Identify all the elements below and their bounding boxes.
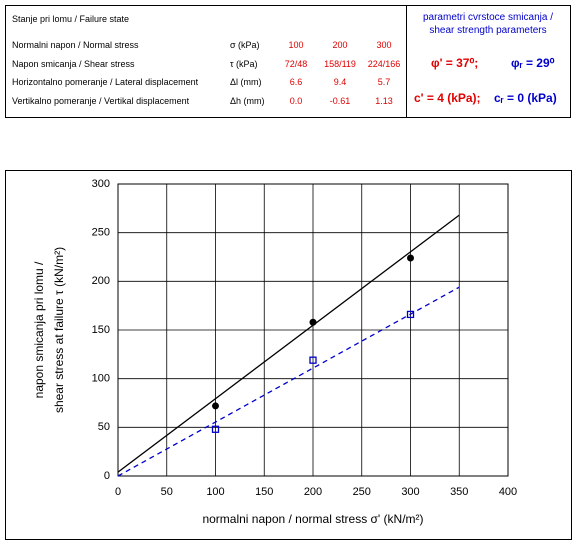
x-tick-label: 200 — [304, 486, 322, 498]
row-value: 1.13 — [375, 95, 393, 106]
row-label: Horizontalno pomeranje / Lateral displac… — [12, 77, 199, 87]
c-peak: c' = 4 (kPa); — [414, 91, 481, 105]
row-label: Normalni napon / Normal stress — [12, 40, 139, 50]
point — [407, 254, 414, 262]
row-value: 224/166 — [367, 58, 401, 69]
row-value: 9.4 — [333, 77, 347, 87]
point — [309, 318, 317, 326]
row-value: 6.6 — [289, 77, 303, 87]
x-tick-label: 150 — [255, 486, 273, 498]
phi-res: φᵣ = 29⁰ — [511, 56, 555, 70]
phi-peak: φ' = 37⁰; — [431, 56, 479, 70]
y-axis-label: napon smicanja pri lomu / — [32, 261, 46, 398]
chart-frame — [5, 170, 572, 540]
row-unit: Δh (mm) — [230, 95, 265, 106]
fit-line — [117, 286, 460, 477]
row-unit: σ (kPa) — [230, 40, 260, 50]
c-res: cᵣ = 0 (kPa) — [494, 91, 557, 105]
row-unit: Δl (mm) — [230, 77, 262, 87]
failure-table: Stanje pri lomu / Failure state parametr… — [5, 5, 571, 118]
y-tick-label: 0 — [104, 470, 110, 482]
row-label: Napon smicanja / Shear stress — [12, 58, 135, 69]
x-tick-label: 50 — [161, 486, 173, 498]
x-tick-label: 300 — [401, 486, 419, 498]
point — [309, 356, 317, 364]
y-tick-label: 300 — [92, 178, 110, 190]
point — [212, 402, 219, 410]
y-tick-label: 100 — [92, 373, 110, 385]
params-title: shear strength parameters — [429, 25, 547, 36]
row-value: 5.7 — [377, 77, 391, 87]
row-label: Vertikalno pomeranje / Vertikal displace… — [12, 95, 190, 106]
x-tick-label: 100 — [206, 486, 224, 498]
table-title: Stanje pri lomu / Failure state — [12, 14, 130, 24]
point — [406, 310, 415, 319]
y-axis-label: shear stress at failure τ (kN/m²) — [52, 247, 66, 413]
point — [211, 425, 220, 433]
fit-line — [117, 214, 460, 473]
x-tick-label: 250 — [353, 486, 371, 498]
x-tick-label: 400 — [499, 486, 517, 498]
y-tick-label: 150 — [92, 324, 110, 336]
x-tick-label: 0 — [115, 486, 121, 498]
x-axis-label: normalni napon / normal stress σ' (kN/m²… — [202, 512, 423, 526]
row-value: -0.61 — [329, 95, 351, 106]
row-value: 200 — [332, 40, 348, 50]
x-tick-label: 350 — [450, 486, 468, 498]
row-value: 158/119 — [324, 58, 356, 69]
y-tick-label: 50 — [98, 421, 110, 433]
row-unit: τ (kPa) — [230, 58, 258, 69]
row-value: 72/48 — [284, 58, 308, 69]
row-value: 0.0 — [289, 95, 303, 106]
divider — [406, 6, 407, 117]
y-tick-label: 250 — [92, 227, 110, 239]
row-value: 300 — [376, 40, 392, 50]
params-title: parametri cvrstoce smicanja / — [422, 12, 554, 23]
row-value: 100 — [288, 40, 304, 50]
y-tick-label: 200 — [92, 275, 110, 287]
